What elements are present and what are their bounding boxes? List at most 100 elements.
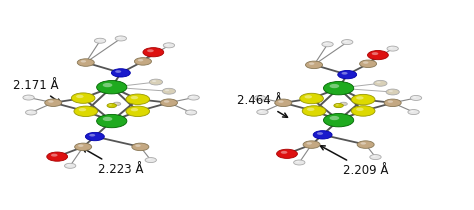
Circle shape	[278, 100, 283, 103]
Circle shape	[361, 142, 366, 145]
Circle shape	[336, 104, 339, 106]
Circle shape	[410, 96, 422, 100]
Circle shape	[372, 155, 376, 157]
Circle shape	[118, 37, 121, 38]
Circle shape	[138, 59, 143, 61]
Circle shape	[277, 149, 297, 158]
Circle shape	[259, 110, 263, 112]
Circle shape	[163, 43, 174, 48]
Circle shape	[376, 81, 381, 83]
Circle shape	[374, 80, 387, 86]
Circle shape	[147, 159, 151, 160]
Circle shape	[131, 108, 138, 111]
Circle shape	[296, 161, 300, 163]
Circle shape	[74, 106, 98, 117]
Circle shape	[76, 95, 83, 98]
Circle shape	[135, 58, 152, 65]
Circle shape	[143, 48, 164, 57]
Circle shape	[370, 155, 381, 160]
Circle shape	[47, 152, 68, 161]
Circle shape	[152, 80, 156, 82]
Circle shape	[77, 59, 94, 66]
Circle shape	[306, 61, 322, 69]
Circle shape	[115, 103, 117, 104]
Circle shape	[413, 96, 416, 98]
Circle shape	[28, 111, 31, 113]
Circle shape	[126, 94, 150, 105]
Circle shape	[372, 52, 378, 55]
Circle shape	[323, 81, 354, 95]
Circle shape	[388, 100, 393, 103]
Circle shape	[367, 51, 388, 60]
Circle shape	[307, 108, 315, 111]
Circle shape	[132, 143, 149, 151]
Circle shape	[79, 108, 86, 111]
Circle shape	[81, 60, 86, 63]
Circle shape	[341, 103, 344, 104]
Circle shape	[363, 61, 368, 64]
Text: 2.464 Å: 2.464 Å	[237, 94, 288, 117]
Circle shape	[344, 41, 347, 42]
Circle shape	[107, 104, 117, 108]
Circle shape	[188, 111, 191, 113]
Circle shape	[126, 106, 150, 117]
Circle shape	[190, 96, 194, 97]
Circle shape	[103, 83, 112, 87]
Circle shape	[313, 131, 332, 139]
Circle shape	[323, 114, 354, 127]
Circle shape	[145, 158, 156, 163]
Circle shape	[356, 108, 364, 111]
Circle shape	[309, 62, 314, 65]
Circle shape	[25, 96, 29, 97]
Circle shape	[89, 134, 95, 136]
Circle shape	[64, 163, 76, 168]
Circle shape	[303, 141, 320, 148]
Circle shape	[75, 143, 91, 151]
Circle shape	[26, 110, 37, 115]
Circle shape	[329, 84, 339, 88]
Circle shape	[165, 44, 169, 45]
Circle shape	[97, 81, 127, 94]
Circle shape	[307, 142, 312, 145]
Circle shape	[97, 39, 100, 41]
Circle shape	[185, 110, 197, 115]
Circle shape	[304, 95, 312, 98]
Circle shape	[67, 164, 71, 166]
Circle shape	[188, 95, 199, 100]
Circle shape	[329, 116, 339, 120]
Circle shape	[164, 100, 169, 103]
Circle shape	[342, 72, 347, 75]
Circle shape	[162, 88, 175, 94]
Circle shape	[334, 104, 343, 108]
Circle shape	[342, 39, 353, 45]
Circle shape	[351, 94, 375, 105]
Circle shape	[300, 93, 323, 104]
Circle shape	[302, 106, 326, 116]
Circle shape	[51, 154, 57, 157]
Text: 2.171 Å: 2.171 Å	[12, 79, 61, 104]
Circle shape	[338, 70, 356, 79]
Circle shape	[357, 141, 374, 148]
Circle shape	[257, 110, 268, 114]
Circle shape	[281, 151, 287, 154]
Circle shape	[135, 144, 141, 147]
Circle shape	[109, 104, 112, 106]
Circle shape	[410, 110, 414, 112]
Circle shape	[408, 110, 419, 114]
Text: 2.223 Å: 2.223 Å	[82, 148, 143, 176]
Circle shape	[351, 106, 375, 116]
Circle shape	[103, 117, 112, 121]
Circle shape	[85, 132, 104, 141]
Circle shape	[165, 89, 169, 91]
Circle shape	[317, 132, 323, 135]
Circle shape	[48, 100, 54, 103]
Circle shape	[387, 46, 398, 51]
Circle shape	[23, 95, 34, 100]
Circle shape	[113, 102, 121, 105]
Circle shape	[147, 49, 154, 52]
Circle shape	[72, 93, 95, 103]
Circle shape	[115, 70, 121, 73]
Text: 2.209 Å: 2.209 Å	[320, 146, 389, 177]
Circle shape	[254, 96, 265, 100]
Circle shape	[45, 99, 62, 106]
